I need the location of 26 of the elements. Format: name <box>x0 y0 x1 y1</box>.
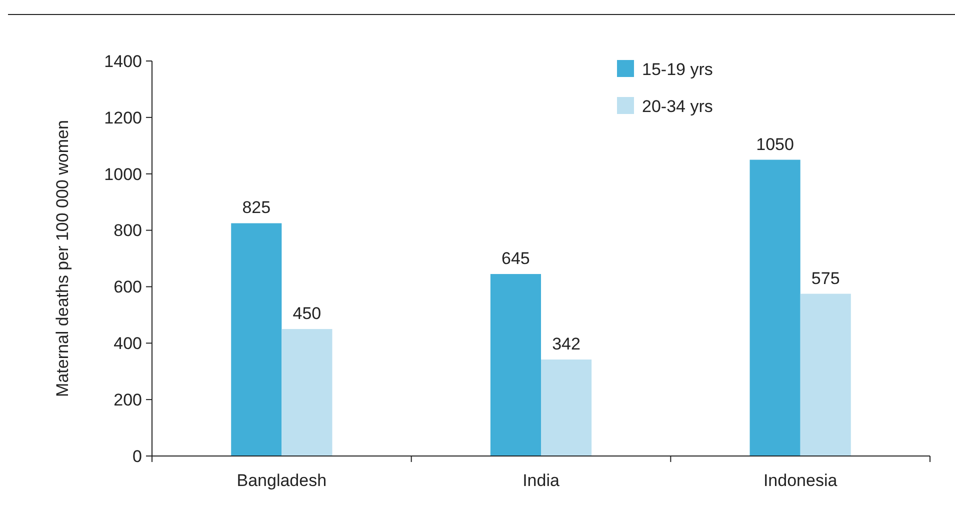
data-label: 825 <box>242 198 271 218</box>
y-tick-label: 1000 <box>104 164 142 184</box>
y-tick-label: 600 <box>114 278 142 297</box>
legend-label: 20-34 yrs <box>642 96 713 116</box>
data-label: 575 <box>811 268 840 288</box>
legend-label: 15-19 yrs <box>642 60 713 79</box>
y-tick-label: 0 <box>132 446 142 466</box>
y-tick-label: 800 <box>114 221 142 240</box>
x-tick-label: Bangladesh <box>236 471 327 490</box>
bar <box>750 160 800 456</box>
data-label: 342 <box>552 334 580 354</box>
bar <box>490 274 541 456</box>
bar <box>541 360 592 456</box>
bar <box>282 329 332 456</box>
y-tick-label: 1200 <box>104 108 142 128</box>
y-tick-label: 1400 <box>104 52 142 71</box>
data-label: 1050 <box>756 134 794 154</box>
x-tick-label: India <box>522 471 560 490</box>
x-tick-label: Indonesia <box>763 471 838 490</box>
data-label: 450 <box>292 304 322 324</box>
bar <box>800 294 851 456</box>
y-axis-title: Maternal deaths per 100 000 women <box>53 120 72 397</box>
y-tick-label: 200 <box>114 390 142 410</box>
data-label: 645 <box>502 249 530 268</box>
bar <box>231 223 282 456</box>
y-tick-label: 400 <box>114 334 142 354</box>
